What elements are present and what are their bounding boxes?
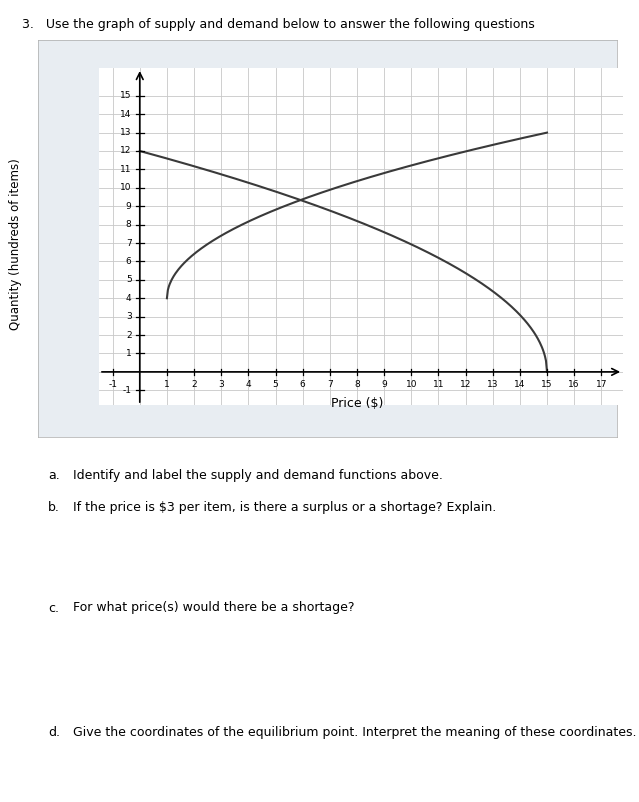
Text: 7: 7 xyxy=(126,238,132,248)
Text: 12: 12 xyxy=(120,147,132,156)
Text: 5: 5 xyxy=(126,275,132,285)
Text: 2: 2 xyxy=(126,330,132,339)
Text: 16: 16 xyxy=(569,379,580,389)
Text: b.: b. xyxy=(48,501,60,514)
Text: 17: 17 xyxy=(596,379,607,389)
Text: 3.   Use the graph of supply and demand below to answer the following questions: 3. Use the graph of supply and demand be… xyxy=(22,18,535,30)
Text: 6: 6 xyxy=(300,379,305,389)
Text: 11: 11 xyxy=(433,379,444,389)
Text: 4: 4 xyxy=(126,294,132,302)
Text: 15: 15 xyxy=(541,379,553,389)
Text: 10: 10 xyxy=(406,379,417,389)
Text: 12: 12 xyxy=(460,379,471,389)
Text: 15: 15 xyxy=(120,91,132,100)
Text: -1: -1 xyxy=(123,386,132,395)
Text: 9: 9 xyxy=(126,202,132,211)
Text: 7: 7 xyxy=(327,379,333,389)
Text: 8: 8 xyxy=(354,379,360,389)
Text: If the price is $3 per item, is there a surplus or a shortage? Explain.: If the price is $3 per item, is there a … xyxy=(73,501,497,514)
Text: 14: 14 xyxy=(514,379,525,389)
Text: 3: 3 xyxy=(219,379,224,389)
Text: 2: 2 xyxy=(191,379,197,389)
Text: Identify and label the supply and demand functions above.: Identify and label the supply and demand… xyxy=(73,469,443,482)
Text: Quantity (hundreds of items): Quantity (hundreds of items) xyxy=(10,159,22,330)
Text: 9: 9 xyxy=(381,379,387,389)
Text: 11: 11 xyxy=(120,165,132,174)
Text: a.: a. xyxy=(48,469,59,482)
Text: For what price(s) would there be a shortage?: For what price(s) would there be a short… xyxy=(73,602,355,614)
Text: 1: 1 xyxy=(164,379,170,389)
Text: -1: -1 xyxy=(108,379,117,389)
Text: 13: 13 xyxy=(487,379,498,389)
Text: 8: 8 xyxy=(126,220,132,229)
Text: 4: 4 xyxy=(245,379,251,389)
Text: d.: d. xyxy=(48,726,60,739)
Text: 14: 14 xyxy=(120,110,132,119)
Text: 1: 1 xyxy=(126,349,132,358)
Text: 3: 3 xyxy=(126,312,132,321)
Text: 5: 5 xyxy=(273,379,279,389)
Text: Price ($): Price ($) xyxy=(331,397,383,410)
Text: 13: 13 xyxy=(120,128,132,137)
Text: 6: 6 xyxy=(126,257,132,266)
Text: 10: 10 xyxy=(120,184,132,192)
Text: Give the coordinates of the equilibrium point. Interpret the meaning of these co: Give the coordinates of the equilibrium … xyxy=(73,726,637,739)
Text: c.: c. xyxy=(48,602,59,614)
